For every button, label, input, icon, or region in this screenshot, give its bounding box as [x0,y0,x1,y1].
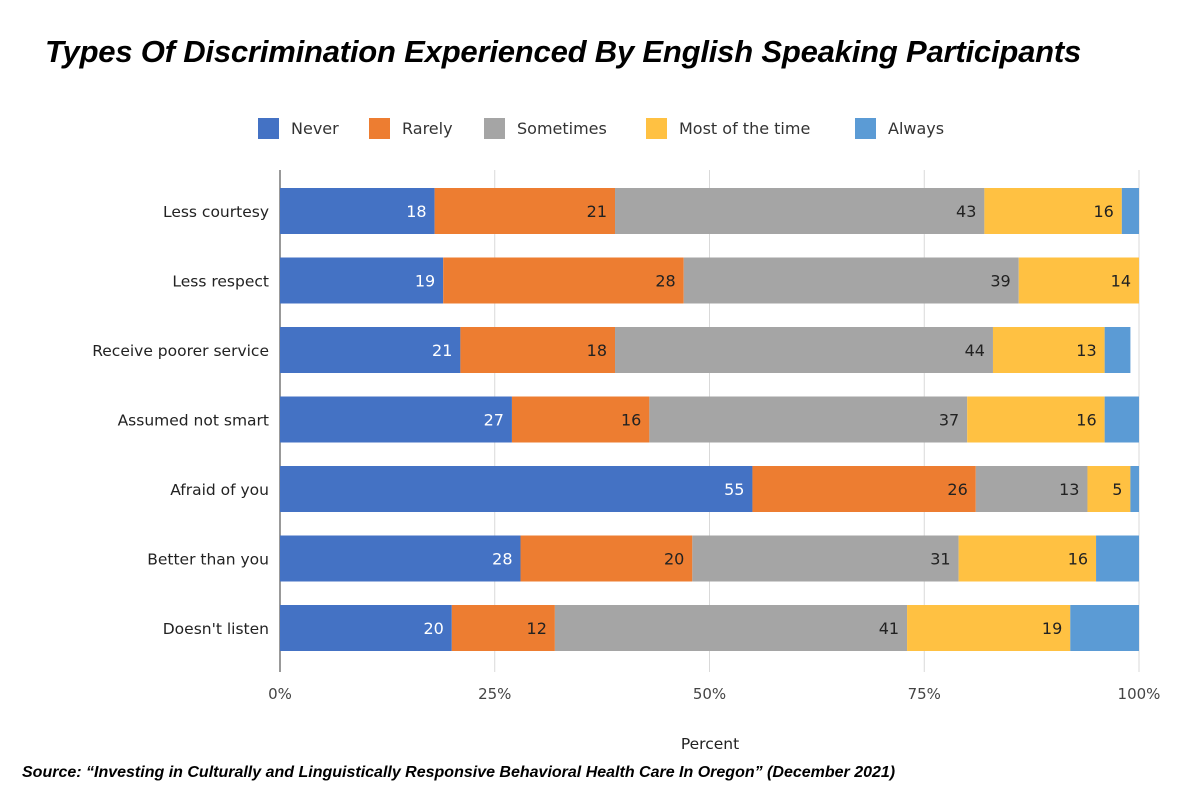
legend-swatch-rarely [369,117,390,139]
bar-segment [692,535,959,582]
data-label: 31 [930,550,950,569]
legend-label-most-of-the-time: Most of the time [679,118,811,138]
data-label: 19 [1042,619,1062,638]
chart-title: Types Of Discrimination Experienced By E… [44,34,1082,69]
data-label: 21 [432,341,452,360]
legend: Never Rarely Sometimes Most of the time … [0,116,1200,140]
legend-item-always: Always [855,116,944,140]
bar-segment [1070,605,1139,651]
bar-segment [984,188,1122,234]
bar-segment [1130,466,1139,512]
bar-segment [1121,188,1139,234]
bar-segment [615,327,993,373]
data-label: 28 [655,272,675,291]
data-label: 39 [990,272,1010,291]
bar-segment [958,535,1097,582]
x-tick-label: 75% [908,685,941,703]
bar-segment [280,466,753,512]
bar-segment [992,327,1105,373]
data-label: 18 [406,202,426,221]
data-label: 21 [587,202,607,221]
bar-segment [520,535,693,582]
legend-label-always: Always [888,118,945,138]
data-label: 43 [956,202,976,221]
category-label: Receive poorer service [92,342,269,360]
bar-segment [280,605,452,651]
bar-segment [975,466,1088,512]
data-label: 12 [527,619,547,638]
bar-segment [280,535,521,582]
bar-segment [280,188,435,234]
data-label: 44 [965,341,985,360]
data-label: 16 [1068,550,1088,569]
legend-item-most-of-the-time: Most of the time [646,116,810,140]
bar-segment [443,257,684,304]
data-label: 55 [724,480,744,499]
x-tick-label: 25% [478,685,511,703]
bar-segment [280,257,444,304]
x-axis-title: Percent [681,735,739,753]
category-label: Assumed not smart [118,412,269,430]
bar-segment [280,327,461,373]
data-label: 26 [947,480,967,499]
bar-segment [615,188,985,234]
category-label: Afraid of you [170,481,269,499]
category-label: Less respect [172,273,269,291]
bar-segment [554,605,908,651]
x-tick-label: 100% [1118,685,1161,703]
bar-segment [434,188,616,234]
data-label: 16 [621,411,641,430]
legend-label-sometimes: Sometimes [517,118,607,138]
bar-segment [907,605,1071,651]
legend-swatch-sometimes [484,117,505,139]
bar-segment [967,396,1105,443]
legend-swatch-always [855,117,876,139]
bar-segment [1018,257,1139,304]
category-label: Better than you [147,551,269,569]
data-label: 5 [1112,480,1122,499]
data-label: 14 [1111,272,1131,291]
legend-item-rarely: Rarely [369,116,453,140]
x-tick-label: 50% [693,685,726,703]
legend-label-rarely: Rarely [402,118,453,138]
data-label: 13 [1059,480,1079,499]
data-label: 28 [492,550,512,569]
bar-segment [1104,396,1139,443]
bar-segment [1087,466,1131,512]
category-label: Less courtesy [163,203,269,221]
bar-segment [451,605,555,651]
legend-label-never: Never [291,118,339,138]
data-label: 27 [484,411,504,430]
data-label: 20 [664,550,684,569]
x-tick-label: 0% [268,685,292,703]
legend-item-sometimes: Sometimes [484,116,607,140]
bar-segment [683,257,1019,304]
bar-segment [280,396,512,443]
bar-segment [1096,535,1139,582]
source-note: Source: “Investing in Culturally and Lin… [22,764,896,781]
bar-segment [1104,327,1131,373]
data-label: 19 [415,272,435,291]
bar-segment [460,327,616,373]
data-label: 18 [587,341,607,360]
data-label: 20 [423,619,443,638]
data-label: 37 [939,411,959,430]
category-label: Doesn't listen [163,620,269,638]
bar-segment [649,396,968,443]
data-label: 16 [1093,202,1113,221]
data-label: 16 [1076,411,1096,430]
bar-segment [752,466,976,512]
data-label: 13 [1076,341,1096,360]
data-label: 41 [879,619,899,638]
bar-segment [511,396,650,443]
legend-swatch-most-of-the-time [646,117,667,139]
legend-item-never: Never [258,116,339,140]
legend-swatch-never [258,117,279,139]
